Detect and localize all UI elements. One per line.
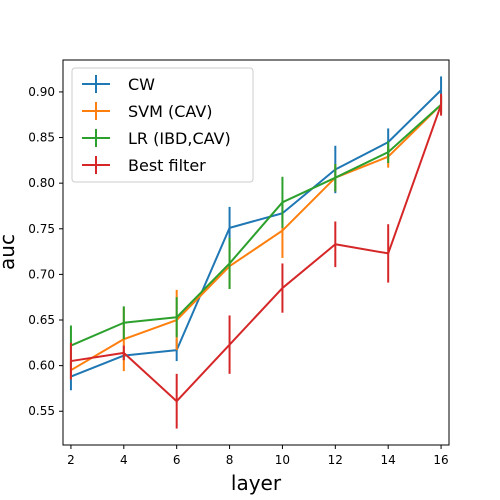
x-tick-label: 12 [328, 453, 343, 467]
series-line [70, 103, 442, 347]
y-tick-label: 0.75 [28, 222, 55, 236]
x-tick-label: 14 [381, 453, 396, 467]
series-line [70, 103, 442, 372]
y-tick-label: 0.85 [28, 131, 55, 145]
legend-label: LR (IBD,CAV) [128, 129, 231, 148]
x-axis: 2 4 6 8 10 12 14 16 [67, 445, 449, 467]
y-tick-label: 0.90 [28, 85, 55, 99]
legend-item: Best filter [82, 156, 206, 175]
plot-marks [69, 76, 443, 429]
legend: CW SVM (CAV) LR (IBD,CAV) Best filter [71, 67, 254, 183]
legend-label: Best filter [128, 156, 206, 175]
x-tick-label: 8 [226, 453, 234, 467]
y-tick-label: 0.60 [28, 359, 55, 373]
x-axis-label: layer [231, 471, 282, 495]
legend-label: SVM (CAV) [128, 102, 213, 121]
plot-frame [62, 59, 450, 446]
legend-item: LR (IBD,CAV) [82, 129, 231, 148]
legend-label: CW [128, 75, 155, 94]
x-tick-label: 16 [433, 453, 448, 467]
y-tick-label: 0.80 [28, 176, 55, 190]
y-tick-label: 0.55 [28, 404, 55, 418]
series-lr-ibd-cav [69, 95, 443, 366]
legend-item: SVM (CAV) [82, 102, 213, 121]
y-tick-label: 0.65 [28, 313, 55, 327]
legend-frame [71, 67, 254, 183]
x-tick-label: 2 [67, 453, 75, 467]
x-tick-label: 10 [275, 453, 290, 467]
series-line [70, 104, 443, 403]
series-line [70, 89, 442, 378]
legend-item: CW [82, 75, 155, 94]
x-tick-label: 6 [173, 453, 181, 467]
y-axis-label: auc [0, 234, 19, 270]
x-tick-label: 4 [120, 453, 128, 467]
series-best-filter [69, 93, 443, 429]
y-axis: 0.55 0.60 0.65 0.70 0.75 0.80 0.85 0.90 [28, 85, 63, 418]
y-tick-label: 0.70 [28, 267, 55, 281]
